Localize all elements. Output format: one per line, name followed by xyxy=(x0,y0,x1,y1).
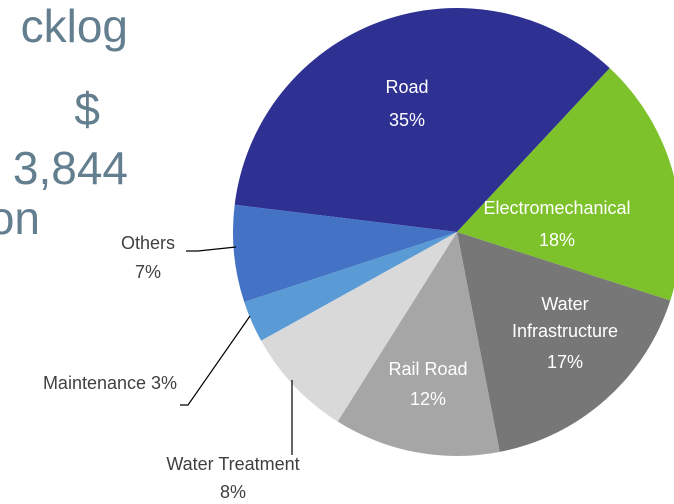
pie-slice xyxy=(244,232,457,341)
slide-title: cklog xyxy=(21,0,128,52)
pie-slice xyxy=(457,68,674,301)
pie xyxy=(232,7,674,457)
value-label: 7% xyxy=(135,262,161,282)
category-label: Electromechanical xyxy=(483,198,630,218)
leader-line xyxy=(180,315,251,406)
slide-text: on xyxy=(0,192,40,244)
pie-slice xyxy=(234,7,610,232)
value-label: 12% xyxy=(410,389,446,409)
pie-slice xyxy=(261,232,457,422)
pie-slice xyxy=(337,232,500,457)
value-label: 3% xyxy=(151,373,177,393)
category-label: Road xyxy=(385,77,428,97)
pie-slice xyxy=(232,204,457,302)
slide-text: $ xyxy=(74,83,100,135)
category-label: Water Treatment xyxy=(166,454,299,474)
value-label: 8% xyxy=(220,482,246,502)
category-label: Rail Road xyxy=(388,359,467,379)
leader-line xyxy=(186,246,237,252)
category-label: Water Infrastructure xyxy=(512,294,618,341)
slide-text: 3,844 xyxy=(13,142,128,194)
data-label: Water Infrastructure xyxy=(512,294,618,341)
category-label: Maintenance xyxy=(43,373,146,393)
data-label: Maintenance 3% xyxy=(43,373,177,393)
value-label: 35% xyxy=(389,110,425,130)
pie-slice xyxy=(457,232,671,452)
category-label: Others xyxy=(121,233,175,253)
value-label: 17% xyxy=(547,352,583,372)
value-label: 18% xyxy=(539,230,575,250)
